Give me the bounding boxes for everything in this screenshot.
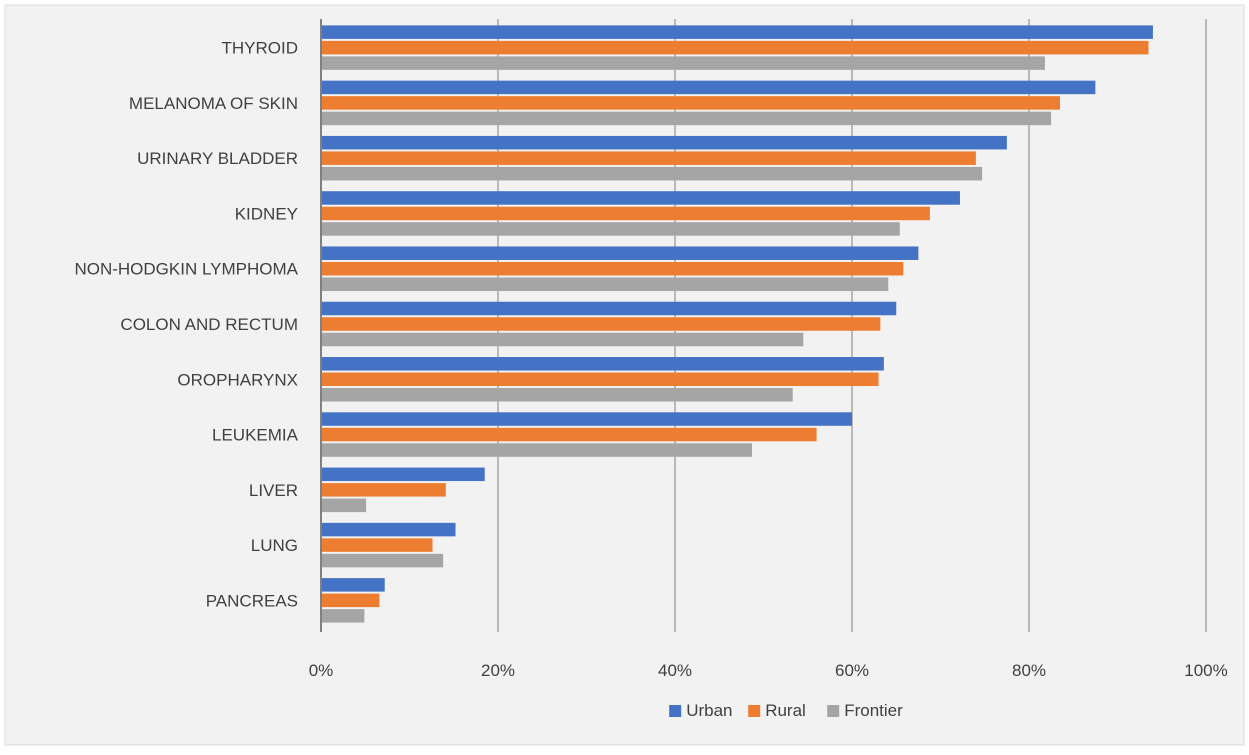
category-label: OROPHARYNX (177, 370, 298, 389)
bar-rural (321, 427, 817, 442)
bar-urban (321, 191, 960, 205)
bar-rural (321, 206, 930, 221)
x-tick-label: 0% (309, 661, 334, 680)
bar-frontier (321, 166, 983, 181)
bar-frontier (321, 609, 365, 623)
bar-rural (321, 372, 879, 387)
legend-label-rural: Rural (765, 701, 806, 720)
bar-rural (321, 483, 446, 497)
x-tick-label: 40% (658, 661, 692, 680)
legend-label-urban: Urban (686, 701, 732, 720)
bar-rural (321, 538, 433, 552)
x-tick-label: 80% (1012, 661, 1046, 680)
bar-urban (321, 357, 884, 371)
x-tick-labels: 0% 20% 40% 60% 80% 100% (309, 661, 1228, 680)
category-label: MELANOMA OF SKIN (129, 94, 298, 113)
category-labels: THYROID MELANOMA OF SKIN URINARY BLADDER KI… (74, 39, 298, 611)
bar-urban (321, 246, 919, 260)
legend-swatch-rural (748, 705, 761, 717)
bar-urban (321, 301, 897, 316)
bar-rural (321, 40, 1149, 55)
legend-swatch-urban (669, 705, 682, 717)
x-tick-label: 100% (1184, 661, 1227, 680)
legend-label-frontier: Frontier (844, 701, 903, 720)
bar-urban (321, 80, 1096, 95)
category-label: LUNG (251, 536, 298, 555)
bar-rural (321, 151, 976, 165)
bar-rural (321, 96, 1060, 110)
category-label: COLON AND RECTUM (120, 315, 298, 334)
category-label: URINARY BLADDER (137, 149, 298, 168)
bar-rural (321, 261, 904, 276)
bar-rural (321, 317, 881, 331)
bar-frontier (321, 498, 367, 513)
category-label: THYROID (222, 39, 299, 58)
category-label: LEUKEMIA (212, 426, 299, 445)
bar-urban (321, 467, 485, 482)
category-label: KIDNEY (235, 204, 298, 223)
legend: Urban Rural Frontier (669, 701, 903, 720)
bar-frontier (321, 553, 444, 568)
bar-frontier (321, 222, 900, 236)
x-tick-label: 20% (481, 661, 515, 680)
bar-urban (321, 412, 852, 426)
bar-urban (321, 135, 1007, 150)
bar-urban (321, 578, 385, 592)
bar-frontier (321, 111, 1052, 126)
bar-urban (321, 25, 1153, 39)
category-label: LIVER (249, 481, 298, 500)
bar-rural (321, 593, 380, 608)
category-label: NON-HODGKIN LYMPHOMA (74, 260, 298, 279)
category-label: PANCREAS (206, 591, 298, 610)
bar-urban (321, 522, 456, 537)
x-tick-label: 60% (835, 661, 869, 680)
bar-frontier (321, 56, 1045, 70)
legend-swatch-frontier (827, 705, 840, 717)
bar-frontier (321, 332, 804, 347)
bar-frontier (321, 277, 889, 291)
bars (321, 25, 1153, 623)
bar-frontier (321, 388, 793, 402)
bar-frontier (321, 443, 752, 457)
